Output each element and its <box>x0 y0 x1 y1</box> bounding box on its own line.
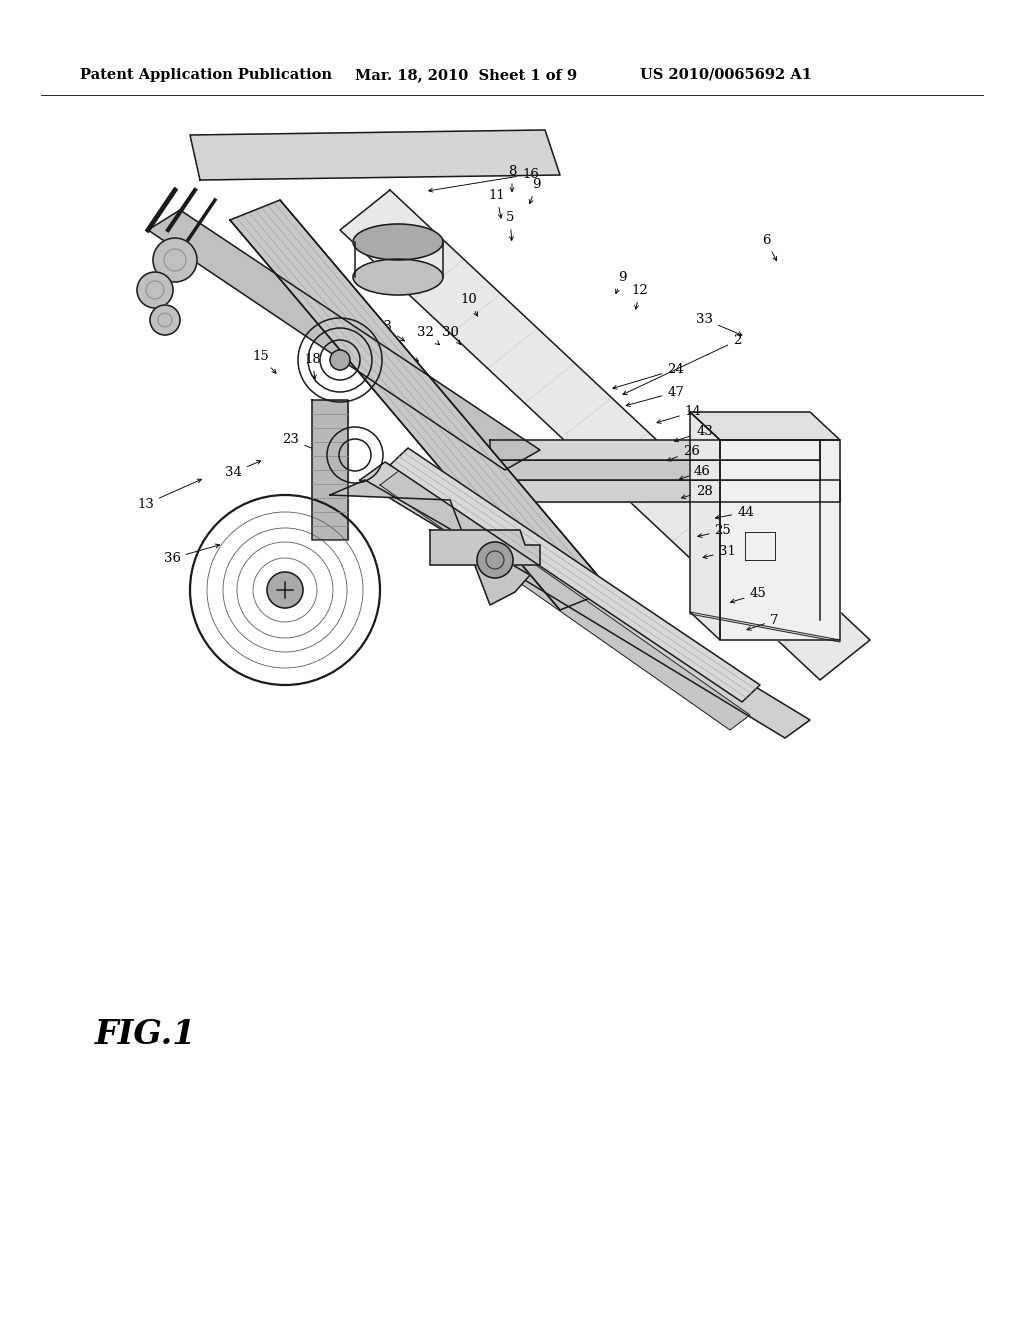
Circle shape <box>153 238 197 282</box>
Polygon shape <box>190 129 560 180</box>
Polygon shape <box>380 470 750 730</box>
Polygon shape <box>690 412 840 440</box>
Text: 47: 47 <box>627 385 684 407</box>
Polygon shape <box>430 531 540 565</box>
Circle shape <box>137 272 173 308</box>
Text: FIG.1: FIG.1 <box>95 1019 197 1052</box>
Text: 14: 14 <box>657 405 701 424</box>
Text: 44: 44 <box>716 506 754 519</box>
Text: 24: 24 <box>613 363 684 389</box>
Circle shape <box>330 350 350 370</box>
Polygon shape <box>720 440 840 640</box>
Text: 43: 43 <box>376 319 404 341</box>
Circle shape <box>477 543 513 578</box>
Polygon shape <box>390 447 760 702</box>
Circle shape <box>150 305 180 335</box>
Text: 32: 32 <box>417 326 439 345</box>
Text: 45: 45 <box>731 587 766 603</box>
Polygon shape <box>340 190 870 680</box>
Text: 23: 23 <box>283 433 316 450</box>
Text: 5: 5 <box>506 211 514 240</box>
Text: 13: 13 <box>137 479 202 511</box>
Circle shape <box>267 572 303 609</box>
Text: 28: 28 <box>682 484 713 499</box>
Text: Mar. 18, 2010  Sheet 1 of 9: Mar. 18, 2010 Sheet 1 of 9 <box>355 69 578 82</box>
Ellipse shape <box>353 224 443 260</box>
Text: 2: 2 <box>623 334 741 395</box>
Text: 43: 43 <box>675 425 713 442</box>
Text: 36: 36 <box>164 544 219 565</box>
Text: 16: 16 <box>429 168 539 193</box>
Text: 31: 31 <box>703 545 735 558</box>
Text: 35: 35 <box>386 342 419 362</box>
Text: 26: 26 <box>667 445 699 461</box>
Polygon shape <box>230 201 610 610</box>
Polygon shape <box>690 612 840 642</box>
Text: 25: 25 <box>698 524 731 537</box>
Text: 9: 9 <box>529 178 541 203</box>
Text: 1: 1 <box>380 242 403 268</box>
Text: 10: 10 <box>461 293 477 315</box>
Ellipse shape <box>353 259 443 294</box>
Text: 11: 11 <box>488 189 505 218</box>
Polygon shape <box>360 462 810 738</box>
Text: 33: 33 <box>696 313 742 335</box>
Polygon shape <box>330 480 530 605</box>
Text: 9: 9 <box>615 271 627 293</box>
Text: 6: 6 <box>762 234 776 260</box>
Polygon shape <box>690 412 720 640</box>
Polygon shape <box>312 400 348 540</box>
Text: 46: 46 <box>679 465 711 479</box>
Text: 12: 12 <box>632 284 648 309</box>
Polygon shape <box>490 440 820 459</box>
Polygon shape <box>490 459 820 480</box>
Text: 8: 8 <box>508 165 516 191</box>
Text: 18: 18 <box>304 352 321 379</box>
Polygon shape <box>148 210 540 470</box>
Text: US 2010/0065692 A1: US 2010/0065692 A1 <box>640 69 812 82</box>
Text: 34: 34 <box>225 461 261 479</box>
Text: Patent Application Publication: Patent Application Publication <box>80 69 332 82</box>
Text: 30: 30 <box>442 326 461 345</box>
Text: 7: 7 <box>746 614 778 631</box>
Polygon shape <box>470 480 840 502</box>
Text: 15: 15 <box>253 350 276 374</box>
